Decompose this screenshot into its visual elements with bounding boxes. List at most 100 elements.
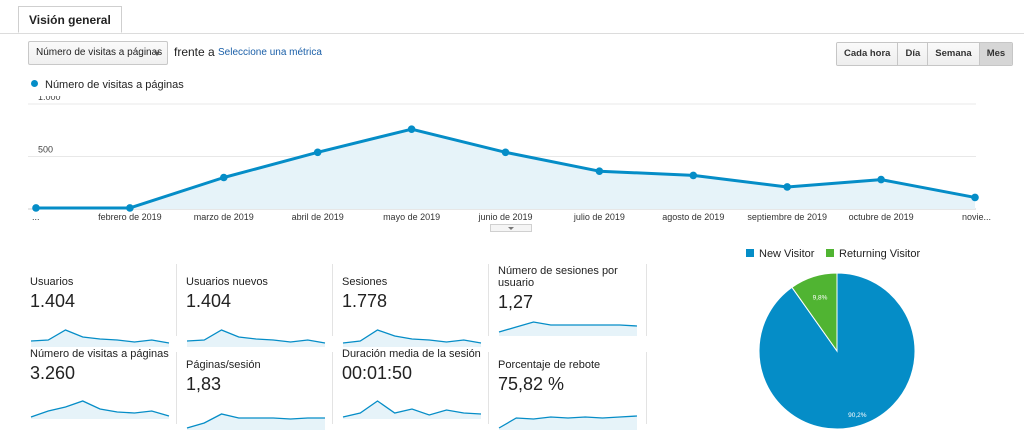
- sparkline-area: [31, 330, 169, 347]
- pie-legend-new: New Visitor: [746, 248, 814, 260]
- pie-legend-returning-label: Returning Visitor: [839, 248, 921, 260]
- metric-select-label: Número de visitas a páginas: [36, 47, 163, 58]
- select-metric-link[interactable]: Seleccione una métrica: [218, 47, 322, 58]
- divider: [332, 352, 333, 424]
- divider: [488, 264, 489, 336]
- sparkline-line: [30, 400, 170, 418]
- data-point: [313, 148, 322, 157]
- sparkline-line: [342, 329, 482, 344]
- x-tick-label: marzo de 2019: [194, 212, 254, 222]
- sparkline-line: [186, 413, 325, 429]
- granularity-hour-button[interactable]: Cada hora: [837, 43, 899, 65]
- metric-sparkline: [342, 400, 482, 419]
- new-visitor-swatch-icon: [746, 249, 754, 257]
- x-tick-label: agosto de 2019: [662, 212, 724, 222]
- metric-label: Páginas/sesión: [186, 359, 261, 371]
- visitor-type-pie-chart: 90,2% 9,8%: [758, 272, 916, 430]
- metric-label: Número de sesiones por usuario: [498, 265, 618, 289]
- sparkline-line: [498, 415, 638, 429]
- data-point: [220, 173, 228, 182]
- tab-bar: Visión general: [0, 0, 1024, 34]
- metric-select[interactable]: Número de visitas a páginas: [28, 41, 168, 65]
- metric-card[interactable]: Usuarios 1.404: [30, 276, 176, 348]
- metric-card[interactable]: Porcentaje de rebote 75,82 %: [498, 359, 644, 431]
- metric-label: Porcentaje de rebote: [498, 359, 601, 371]
- sparkline-area: [343, 330, 481, 347]
- metric-value: 3.260: [30, 363, 76, 383]
- data-point: [689, 171, 698, 180]
- pie-slice: [791, 272, 838, 353]
- pie-legend-new-label: New Visitor: [759, 248, 815, 260]
- metric-value: 75,82 %: [498, 374, 565, 394]
- divider: [646, 352, 647, 424]
- divider: [176, 264, 177, 336]
- x-tick-label: septiembre de 2019: [747, 212, 827, 222]
- chart-legend-label: Número de visitas a páginas: [45, 79, 184, 91]
- metric-label: Usuarios: [30, 276, 74, 288]
- metric-card[interactable]: Número de visitas a páginas 3.260: [30, 348, 176, 420]
- sparkline-area: [187, 330, 325, 347]
- sparkline-line: [186, 329, 326, 344]
- metric-card[interactable]: Usuarios nuevos 1.404: [186, 276, 332, 348]
- divider: [646, 264, 647, 336]
- sparkline-area: [187, 414, 325, 430]
- metric-value: 1.778: [342, 291, 388, 311]
- granularity-month-button[interactable]: Mes: [979, 43, 1013, 65]
- x-tick-label: mayo de 2019: [383, 212, 440, 222]
- metric-card[interactable]: Número de sesiones por usuario 1,27: [498, 265, 644, 337]
- metric-sparkline: [498, 321, 638, 336]
- metric-sparkline: [30, 400, 170, 419]
- metric-value: 1.404: [30, 291, 76, 311]
- sparkline-line: [30, 329, 170, 344]
- metric-value: 1,83: [186, 374, 222, 394]
- x-tick-label: julio de 2019: [573, 212, 625, 222]
- sparkline-line: [342, 400, 482, 418]
- divider: [488, 352, 489, 424]
- tab-vision-general[interactable]: Visión general: [18, 6, 122, 33]
- metric-sparkline: [498, 415, 638, 430]
- returning-visitor-swatch-icon: [826, 249, 834, 257]
- granularity-week-button[interactable]: Semana: [928, 43, 980, 65]
- metric-label: Número de visitas a páginas: [30, 348, 169, 360]
- pie-slice-label: 90,2%: [848, 412, 867, 419]
- granularity-day-button[interactable]: Día: [898, 43, 929, 65]
- chart-resize-handle[interactable]: [490, 224, 532, 232]
- data-point: [783, 183, 791, 191]
- chevron-down-icon: [154, 52, 160, 56]
- x-tick-label: octubre de 2019: [849, 212, 914, 222]
- metric-card[interactable]: Duración media de la sesión 00:01:50: [342, 348, 488, 420]
- x-tick-label: novie...: [962, 212, 991, 222]
- chart-legend: Número de visitas a páginas: [31, 79, 184, 91]
- pageviews-line-chart: 1.000 500... febrero de 2019 marzo de 2019 a…: [28, 96, 991, 222]
- metric-label: Sesiones: [342, 276, 388, 288]
- granularity-toggle: Cada hora Día Semana Mes: [836, 42, 1014, 66]
- divider: [176, 352, 177, 424]
- x-tick-label: ...: [32, 212, 40, 222]
- y-tick-label: 500: [38, 145, 53, 155]
- metric-sparkline: [342, 329, 482, 347]
- series-area: [36, 129, 975, 209]
- data-point: [877, 175, 885, 184]
- legend-dot-icon: [31, 80, 38, 87]
- metric-sparkline: [186, 413, 325, 430]
- data-point: [32, 204, 40, 212]
- metric-value: 00:01:50: [342, 363, 413, 383]
- data-point: [501, 148, 510, 157]
- data-point: [971, 193, 979, 202]
- x-tick-label: febrero de 2019: [98, 212, 162, 222]
- metric-value: 1.404: [186, 291, 232, 311]
- sparkline-area: [343, 401, 481, 419]
- sparkline-area: [499, 322, 637, 336]
- sparkline-area: [31, 401, 169, 419]
- metric-sparkline: [186, 329, 326, 347]
- y-tick-label: 1.000: [38, 96, 61, 102]
- x-tick-label: abril de 2019: [292, 212, 344, 222]
- metric-card[interactable]: Páginas/sesión 1,83: [186, 359, 332, 431]
- data-point: [126, 204, 134, 212]
- metric-card[interactable]: Sesiones 1.778: [342, 276, 488, 348]
- chevron-down-icon: [508, 227, 514, 230]
- versus-label: frente a: [174, 45, 215, 59]
- metric-label: Usuarios nuevos: [186, 276, 268, 288]
- pie-legend-returning: Returning Visitor: [826, 248, 920, 260]
- sparkline-line: [498, 321, 638, 333]
